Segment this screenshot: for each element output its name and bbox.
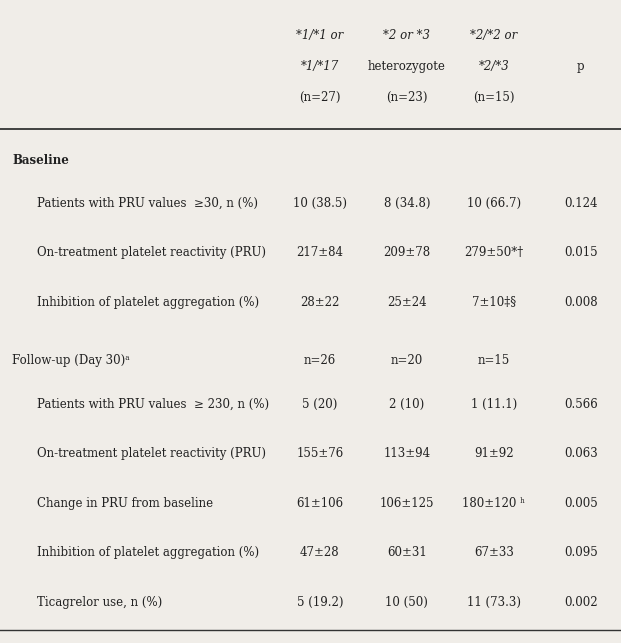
Text: 8 (34.8): 8 (34.8)	[384, 197, 430, 210]
Text: 2 (10): 2 (10)	[389, 397, 424, 410]
Text: 0.015: 0.015	[564, 246, 597, 259]
Text: 0.095: 0.095	[564, 546, 597, 559]
Text: 180±120 ʰ: 180±120 ʰ	[462, 496, 525, 510]
Text: 11 (73.3): 11 (73.3)	[467, 595, 520, 609]
Text: p: p	[577, 60, 584, 73]
Text: n=20: n=20	[391, 354, 423, 367]
Text: (n=15): (n=15)	[473, 91, 514, 104]
Text: heterozygote: heterozygote	[368, 60, 446, 73]
Text: 5 (20): 5 (20)	[302, 397, 337, 410]
Text: 0.002: 0.002	[564, 595, 597, 609]
Text: On-treatment platelet reactivity (PRU): On-treatment platelet reactivity (PRU)	[37, 447, 266, 460]
Text: 10 (50): 10 (50)	[385, 595, 428, 609]
Text: 7±10‡§: 7±10‡§	[471, 296, 516, 309]
Text: 67±33: 67±33	[474, 546, 514, 559]
Text: 217±84: 217±84	[296, 246, 343, 259]
Text: 1 (11.1): 1 (11.1)	[471, 397, 517, 410]
Text: 279±50*†: 279±50*†	[464, 246, 524, 259]
Text: 155±76: 155±76	[296, 447, 343, 460]
Text: 91±92: 91±92	[474, 447, 514, 460]
Text: On-treatment platelet reactivity (PRU): On-treatment platelet reactivity (PRU)	[37, 246, 266, 259]
Text: Inhibition of platelet aggregation (%): Inhibition of platelet aggregation (%)	[37, 546, 260, 559]
Text: 113±94: 113±94	[383, 447, 430, 460]
Text: Ticagrelor use, n (%): Ticagrelor use, n (%)	[37, 595, 163, 609]
Text: 0.566: 0.566	[564, 397, 597, 410]
Text: *2 or *3: *2 or *3	[383, 29, 430, 42]
Text: n=15: n=15	[478, 354, 510, 367]
Text: *2/*2 or: *2/*2 or	[470, 29, 517, 42]
Text: Follow-up (Day 30)ᵃ: Follow-up (Day 30)ᵃ	[12, 354, 130, 367]
Text: *2/*3: *2/*3	[478, 60, 509, 73]
Text: (n=27): (n=27)	[299, 91, 340, 104]
Text: 0.124: 0.124	[564, 197, 597, 210]
Text: 0.005: 0.005	[564, 496, 597, 510]
Text: n=26: n=26	[304, 354, 336, 367]
Text: Change in PRU from baseline: Change in PRU from baseline	[37, 496, 214, 510]
Text: Inhibition of platelet aggregation (%): Inhibition of platelet aggregation (%)	[37, 296, 260, 309]
Text: *1/*1 or: *1/*1 or	[296, 29, 343, 42]
Text: 0.008: 0.008	[564, 296, 597, 309]
Text: (n=23): (n=23)	[386, 91, 427, 104]
Text: 209±78: 209±78	[383, 246, 430, 259]
Text: 61±106: 61±106	[296, 496, 343, 510]
Text: Patients with PRU values  ≥ 230, n (%): Patients with PRU values ≥ 230, n (%)	[37, 397, 270, 410]
Text: Baseline: Baseline	[12, 154, 70, 167]
Text: *1/*17: *1/*17	[301, 60, 339, 73]
Text: 47±28: 47±28	[300, 546, 340, 559]
Text: 10 (66.7): 10 (66.7)	[466, 197, 521, 210]
Text: 0.063: 0.063	[564, 447, 597, 460]
Text: 106±125: 106±125	[379, 496, 434, 510]
Text: 5 (19.2): 5 (19.2)	[297, 595, 343, 609]
Text: 60±31: 60±31	[387, 546, 427, 559]
Text: 28±22: 28±22	[300, 296, 340, 309]
Text: Patients with PRU values  ≥30, n (%): Patients with PRU values ≥30, n (%)	[37, 197, 258, 210]
Text: 10 (38.5): 10 (38.5)	[293, 197, 347, 210]
Text: 25±24: 25±24	[387, 296, 427, 309]
